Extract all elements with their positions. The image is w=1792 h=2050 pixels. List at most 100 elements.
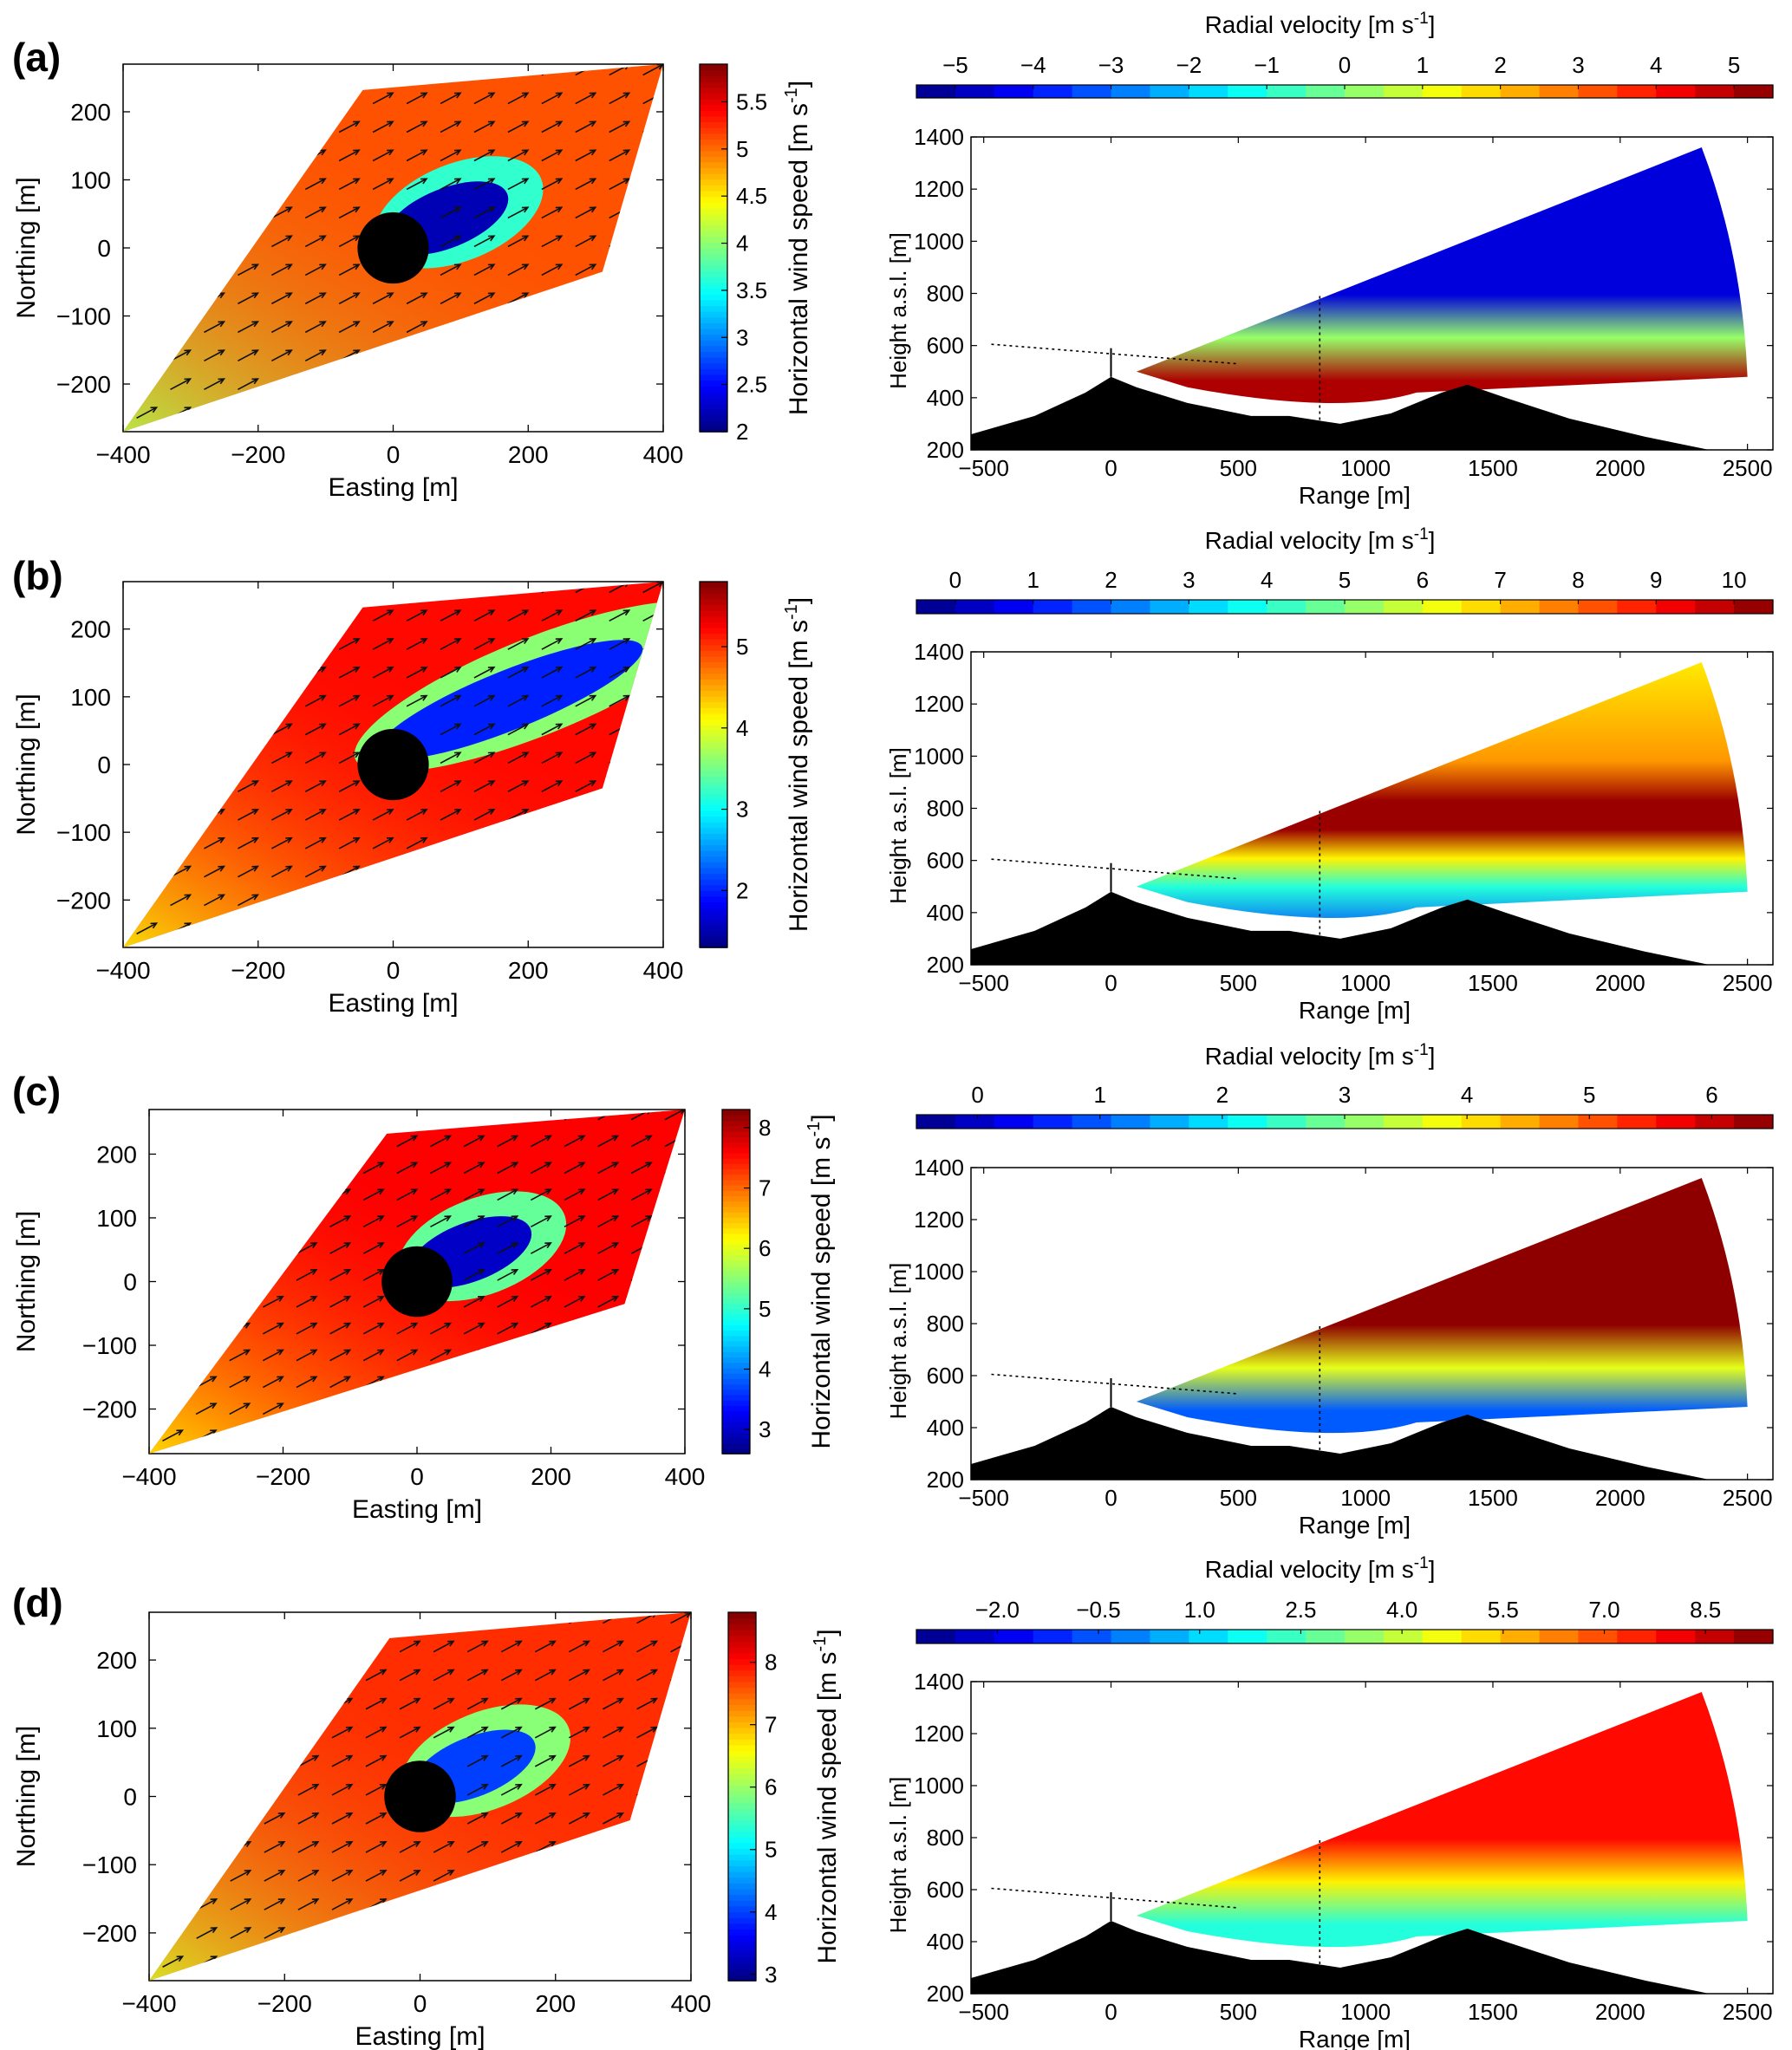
wind-arrow — [575, 752, 596, 765]
colorbar-label-end: ] — [813, 1629, 842, 1636]
y-tick-label: 200 — [927, 952, 964, 978]
wind-arrow-head — [487, 723, 496, 730]
colorbar-cell — [700, 713, 727, 720]
wind-arrow-head — [413, 1726, 421, 1733]
wind-arrow — [204, 836, 225, 849]
colorbar-cell — [728, 1629, 756, 1637]
colorbar-cell — [722, 1437, 750, 1444]
wind-arrow-head — [150, 407, 159, 413]
wind-arrow-head — [487, 149, 496, 156]
colorbar-cell — [700, 231, 727, 238]
wind-arrow-head — [645, 1162, 653, 1168]
wind-arrow — [229, 1376, 251, 1389]
wind-arrow — [463, 1242, 485, 1254]
y-axis-label: Height a.s.l. [m] — [885, 1777, 911, 1934]
wind-arrow — [575, 780, 596, 792]
colorbar-label-main: Horizontal wind speed [m s — [785, 620, 813, 932]
wind-arrow — [603, 1669, 623, 1682]
x-tick-label: 0 — [1105, 970, 1117, 996]
wind-arrow — [564, 1295, 585, 1308]
wind-arrow — [575, 667, 596, 679]
wind-arrow-head — [413, 1640, 421, 1647]
colorbar-cell — [722, 1426, 750, 1433]
wind-arrow-head — [377, 1322, 385, 1329]
colorbar-cell — [1345, 1630, 1385, 1643]
wind-arrow-head — [343, 1322, 352, 1329]
wind-arrow-head — [650, 1697, 659, 1704]
colorbar-cell — [728, 1739, 756, 1746]
radial-colorbar: 0 1 2 3 4 5 6 7 8 9 10 — [916, 567, 1774, 615]
wind-arrow-head — [218, 865, 226, 872]
wind-arrow-head — [544, 1242, 552, 1249]
wind-arrow — [230, 1870, 251, 1882]
wind-arrow — [329, 1322, 350, 1335]
wind-arrow-head — [583, 1783, 590, 1790]
wind-arrow-head — [583, 1640, 590, 1647]
wake-core — [376, 640, 643, 760]
wind-arrow — [329, 1269, 350, 1281]
colorbar-title: Radial velocity [m s-1] — [1205, 1041, 1436, 1070]
wind-arrow — [297, 1841, 319, 1853]
wind-arrow-head — [549, 1754, 557, 1761]
wind-arrow — [362, 1349, 384, 1362]
wind-arrow — [396, 1215, 418, 1227]
colorbar-cell — [700, 81, 727, 88]
x-tick-label: −400 — [95, 441, 150, 468]
wind-arrow — [473, 292, 495, 305]
colorbar-tick-label: 5 — [1583, 1082, 1595, 1108]
colorbar-cell — [722, 1410, 750, 1417]
wind-arrow-head — [622, 149, 631, 156]
colorbar-cell — [700, 127, 727, 134]
colorbar-tick-label: 1 — [1026, 567, 1039, 593]
colorbar-cell — [700, 724, 727, 732]
colorbar-cell — [955, 1630, 995, 1643]
wind-arrow-head — [377, 1188, 385, 1195]
colorbar-cell — [1539, 1630, 1580, 1643]
wind-arrow — [304, 292, 326, 305]
x-tick-label: −500 — [958, 970, 1009, 996]
wind-arrow-head — [420, 178, 428, 185]
colorbar-tick-label: 4.0 — [1386, 1597, 1417, 1623]
wind-arrow — [440, 264, 461, 277]
y-tick-label: −100 — [82, 1332, 137, 1359]
colorbar-cell — [700, 161, 727, 169]
wind-arrow — [331, 1754, 353, 1767]
colorbar-cell — [700, 821, 727, 829]
colorbar-cell — [1695, 85, 1735, 98]
wind-arrow-head — [577, 1242, 586, 1249]
colorbar-cell — [728, 1727, 756, 1734]
wind-arrow-head — [478, 1162, 485, 1168]
wind-arrow — [541, 780, 563, 792]
terrain — [971, 1407, 1773, 1480]
colorbar-cell — [722, 1227, 750, 1234]
wind-arrow-head — [478, 1135, 485, 1142]
colorbar-tick-label: 2 — [736, 877, 748, 903]
x-tick-label: 1000 — [1340, 455, 1391, 481]
wind-arrow — [564, 1242, 585, 1254]
wind-arrow-head — [589, 264, 597, 270]
wind-arrow — [430, 1162, 451, 1175]
wind-arrow — [304, 349, 326, 362]
wind-arrow — [406, 321, 427, 334]
colorbar-cell — [728, 1951, 756, 1959]
wind-arrow-head — [521, 638, 530, 645]
wind-arrow-head — [521, 694, 530, 701]
wind-arrow — [609, 694, 630, 707]
wind-arrow-head — [353, 264, 361, 270]
wind-arrow — [304, 178, 326, 191]
wind-arrow — [264, 1927, 285, 1939]
colorbar-cell — [700, 758, 727, 765]
wind-arrow — [262, 1349, 283, 1362]
wind-arrow-head — [521, 264, 530, 270]
wind-arrow — [270, 292, 292, 305]
colorbar-cell — [700, 622, 727, 628]
colorbar-cell — [700, 362, 727, 369]
colorbar-cell — [728, 1617, 756, 1625]
wind-arrow-head — [277, 1898, 286, 1905]
colorbar-label-end: ] — [807, 1114, 836, 1121]
wind-arrow-head — [447, 1669, 455, 1676]
colorbar-cell — [700, 402, 727, 410]
wind-arrow — [507, 235, 529, 248]
wind-arrow — [534, 1640, 556, 1653]
wind-arrow — [609, 638, 630, 650]
